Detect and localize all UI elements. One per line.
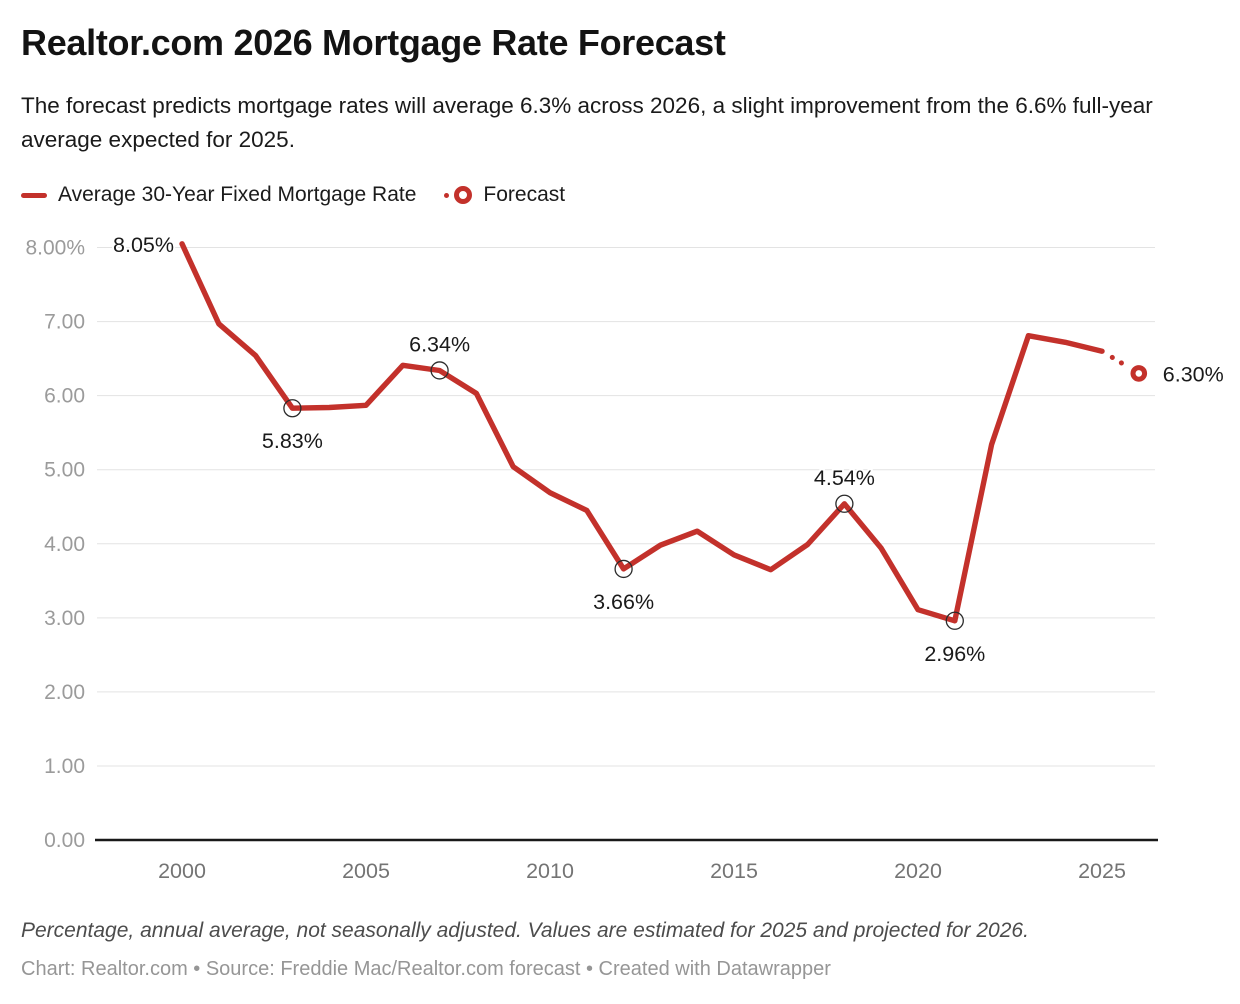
forecast-ring-icon	[454, 186, 473, 204]
svg-text:0.00: 0.00	[44, 829, 85, 852]
legend-label-rate: Average 30-Year Fixed Mortgage Rate	[58, 183, 417, 206]
svg-text:3.66%: 3.66%	[593, 590, 654, 614]
svg-text:6.30%: 6.30%	[1163, 362, 1224, 386]
svg-text:8.05%: 8.05%	[113, 233, 174, 257]
svg-text:2005: 2005	[342, 859, 390, 883]
svg-text:2015: 2015	[710, 859, 758, 883]
svg-text:7.00: 7.00	[44, 311, 85, 334]
line-swatch-icon	[21, 192, 47, 198]
legend-item-forecast: Forecast	[444, 183, 565, 207]
svg-text:2010: 2010	[526, 859, 574, 883]
svg-text:2020: 2020	[894, 859, 942, 883]
svg-text:5.00: 5.00	[44, 459, 85, 482]
svg-text:2025: 2025	[1078, 859, 1126, 883]
svg-text:6.00: 6.00	[44, 385, 85, 408]
chart-credit: Chart: Realtor.com • Source: Freddie Mac…	[21, 958, 831, 980]
legend-label-forecast: Forecast	[483, 183, 566, 206]
svg-text:2.96%: 2.96%	[924, 642, 985, 666]
svg-text:4.00: 4.00	[44, 533, 85, 556]
svg-text:8.00%: 8.00%	[25, 237, 85, 260]
svg-text:6.34%: 6.34%	[409, 332, 470, 356]
svg-text:3.00: 3.00	[44, 607, 85, 630]
forecast-dot-icon	[444, 192, 450, 198]
page-title: Realtor.com 2026 Mortgage Rate Forecast	[21, 22, 726, 63]
chart-footnote: Percentage, annual average, not seasonal…	[21, 919, 1029, 942]
svg-text:5.83%: 5.83%	[262, 429, 323, 453]
svg-text:2000: 2000	[158, 859, 206, 883]
chart-subtitle: The forecast predicts mortgage rates wil…	[21, 93, 1153, 152]
svg-text:2.00: 2.00	[44, 681, 85, 704]
legend: Average 30-Year Fixed Mortgage Rate Fore…	[21, 183, 565, 207]
svg-text:4.54%: 4.54%	[814, 466, 875, 490]
legend-item-rate: Average 30-Year Fixed Mortgage Rate	[21, 183, 416, 207]
forecast-marker-icon	[444, 186, 473, 204]
svg-text:1.00: 1.00	[44, 755, 85, 778]
